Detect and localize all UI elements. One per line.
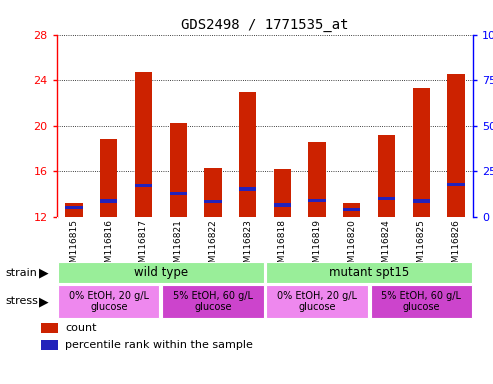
- Bar: [413, 199, 430, 203]
- Text: GSM116818: GSM116818: [278, 219, 287, 274]
- Bar: [58, 285, 159, 318]
- Bar: [413, 88, 430, 217]
- Text: ▶: ▶: [38, 295, 48, 308]
- Bar: [135, 72, 152, 217]
- Bar: [371, 285, 472, 318]
- Bar: [343, 203, 360, 217]
- Bar: [162, 285, 264, 318]
- Text: GSM116826: GSM116826: [452, 219, 460, 274]
- Text: GSM116822: GSM116822: [209, 219, 217, 274]
- Bar: [135, 184, 152, 187]
- Text: GSM116816: GSM116816: [104, 219, 113, 274]
- Text: mutant spt15: mutant spt15: [329, 266, 409, 279]
- Text: wild type: wild type: [134, 266, 188, 279]
- Title: GDS2498 / 1771535_at: GDS2498 / 1771535_at: [181, 18, 349, 32]
- Bar: [41, 339, 58, 350]
- Text: GSM116815: GSM116815: [70, 219, 78, 274]
- Bar: [343, 208, 360, 211]
- Text: 5% EtOH, 60 g/L
glucose: 5% EtOH, 60 g/L glucose: [173, 291, 253, 312]
- Bar: [378, 197, 395, 200]
- Text: GSM116819: GSM116819: [313, 219, 321, 274]
- Text: ▶: ▶: [38, 266, 48, 279]
- Text: GSM116824: GSM116824: [382, 219, 391, 274]
- Bar: [239, 187, 256, 190]
- Bar: [309, 142, 326, 217]
- Bar: [266, 285, 368, 318]
- Text: strain: strain: [5, 268, 37, 278]
- Text: GSM116821: GSM116821: [174, 219, 183, 274]
- Bar: [447, 74, 464, 217]
- Text: 0% EtOH, 20 g/L
glucose: 0% EtOH, 20 g/L glucose: [277, 291, 357, 312]
- Bar: [66, 206, 83, 209]
- Text: GSM116823: GSM116823: [243, 219, 252, 274]
- Text: GSM116817: GSM116817: [139, 219, 148, 274]
- Bar: [204, 200, 221, 203]
- Text: count: count: [66, 323, 97, 333]
- Text: GSM116825: GSM116825: [417, 219, 426, 274]
- Bar: [447, 183, 464, 186]
- Bar: [204, 168, 221, 217]
- Bar: [266, 262, 472, 283]
- Bar: [378, 135, 395, 217]
- Bar: [100, 139, 117, 217]
- Bar: [170, 124, 187, 217]
- Bar: [239, 91, 256, 217]
- Text: 0% EtOH, 20 g/L
glucose: 0% EtOH, 20 g/L glucose: [69, 291, 149, 312]
- Bar: [41, 323, 58, 333]
- Text: percentile rank within the sample: percentile rank within the sample: [66, 340, 253, 350]
- Bar: [58, 262, 264, 283]
- Bar: [100, 199, 117, 203]
- Text: stress: stress: [5, 296, 38, 306]
- Bar: [274, 169, 291, 217]
- Text: GSM116820: GSM116820: [347, 219, 356, 274]
- Bar: [170, 192, 187, 195]
- Bar: [274, 204, 291, 207]
- Bar: [66, 203, 83, 217]
- Text: 5% EtOH, 60 g/L
glucose: 5% EtOH, 60 g/L glucose: [381, 291, 461, 312]
- Bar: [309, 199, 326, 202]
